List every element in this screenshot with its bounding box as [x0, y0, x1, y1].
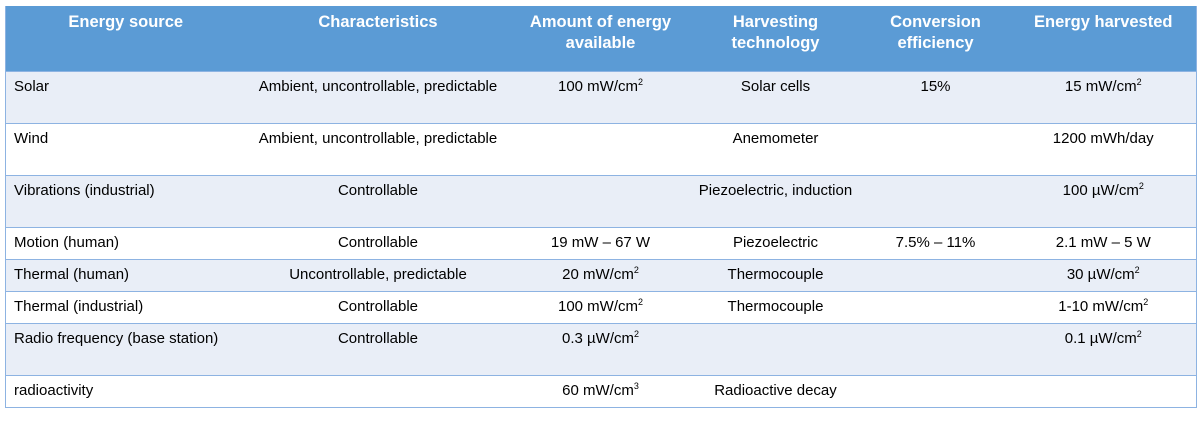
- cell-efficiency: [860, 259, 1011, 292]
- table-row: Thermal (industrial) Controllable 100 mW…: [5, 291, 1197, 324]
- cell-technology: Piezoelectric: [690, 227, 861, 260]
- cell-source: Solar: [5, 71, 246, 124]
- amount-exponent: 2: [638, 77, 644, 87]
- cell-characteristics: Ambient, uncontrollable, predictable: [245, 123, 511, 176]
- harvested-exponent: 2: [1143, 297, 1149, 307]
- table-row: Wind Ambient, uncontrollable, predictabl…: [5, 123, 1197, 176]
- header-energy-source: Energy source: [5, 6, 246, 72]
- harvested-value: 2.1 mW – 5 W: [1055, 234, 1151, 251]
- cell-harvested: [1010, 375, 1197, 408]
- table-row: Radio frequency (base station) Controlla…: [5, 323, 1197, 376]
- cell-efficiency: [860, 291, 1011, 324]
- cell-characteristics: Controllable: [245, 323, 511, 376]
- cell-technology: [690, 323, 861, 376]
- energy-harvesting-table: Energy source Characteristics Amount of …: [5, 6, 1197, 408]
- header-conversion-efficiency: Conversion efficiency: [860, 6, 1011, 72]
- harvested-value: 15 mW/cm: [1064, 78, 1137, 95]
- harvested-exponent: 2: [1136, 77, 1142, 87]
- amount-exponent: 2: [638, 297, 644, 307]
- cell-technology: Piezoelectric, induction: [690, 175, 861, 228]
- table-row: Solar Ambient, uncontrollable, predictab…: [5, 71, 1197, 124]
- amount-value: 60 mW/cm: [562, 382, 634, 399]
- cell-source: Thermal (human): [5, 259, 246, 292]
- cell-source: Radio frequency (base station): [5, 323, 246, 376]
- table-row: Motion (human) Controllable 19 mW – 67 W…: [5, 227, 1197, 260]
- table-row: Thermal (human) Uncontrollable, predicta…: [5, 259, 1197, 292]
- cell-source: Motion (human): [5, 227, 246, 260]
- amount-value: 20 mW/cm: [562, 266, 634, 283]
- cell-technology: Thermocouple: [690, 291, 861, 324]
- harvested-value: 1200 mWh/day: [1052, 130, 1154, 147]
- amount-value: 19 mW – 67 W: [550, 234, 651, 251]
- cell-efficiency: 15%: [860, 71, 1011, 124]
- cell-technology: Thermocouple: [690, 259, 861, 292]
- cell-harvested: 0.1 µW/cm2: [1010, 323, 1197, 376]
- cell-amount: 60 mW/cm3: [510, 375, 691, 408]
- cell-characteristics: Ambient, uncontrollable, predictable: [245, 71, 511, 124]
- table-row: radioactivity 60 mW/cm3 Radioactive deca…: [5, 375, 1197, 408]
- harvested-value: 1-10 mW/cm: [1058, 298, 1144, 315]
- cell-technology: Radioactive decay: [690, 375, 861, 408]
- cell-source: Vibrations (industrial): [5, 175, 246, 228]
- harvested-exponent: 2: [1138, 181, 1144, 191]
- cell-technology: Anemometer: [690, 123, 861, 176]
- cell-harvested: 30 µW/cm2: [1010, 259, 1197, 292]
- cell-characteristics: Controllable: [245, 291, 511, 324]
- cell-efficiency: 7.5% – 11%: [860, 227, 1011, 260]
- cell-harvested: 2.1 mW – 5 W: [1010, 227, 1197, 260]
- harvested-value: 0.1 µW/cm: [1064, 330, 1137, 347]
- harvested-exponent: 2: [1136, 329, 1142, 339]
- amount-exponent: 3: [633, 381, 639, 391]
- cell-amount: 20 mW/cm2: [510, 259, 691, 292]
- cell-amount: 19 mW – 67 W: [510, 227, 691, 260]
- cell-efficiency: [860, 375, 1011, 408]
- cell-efficiency: [860, 123, 1011, 176]
- cell-harvested: 100 µW/cm2: [1010, 175, 1197, 228]
- cell-efficiency: [860, 323, 1011, 376]
- cell-harvested: 1-10 mW/cm2: [1010, 291, 1197, 324]
- cell-amount: 0.3 µW/cm2: [510, 323, 691, 376]
- cell-technology: Solar cells: [690, 71, 861, 124]
- cell-harvested: 15 mW/cm2: [1010, 71, 1197, 124]
- cell-amount: [510, 123, 691, 176]
- amount-value: 0.3 µW/cm: [562, 330, 634, 347]
- table-row: Vibrations (industrial) Controllable Pie…: [5, 175, 1197, 228]
- cell-source: Thermal (industrial): [5, 291, 246, 324]
- cell-amount: 100 mW/cm2: [510, 71, 691, 124]
- cell-characteristics: [245, 375, 511, 408]
- cell-characteristics: Controllable: [245, 227, 511, 260]
- cell-source: Wind: [5, 123, 246, 176]
- header-amount-available: Amount of energy available: [510, 6, 691, 72]
- header-harvesting-technology: Harvesting technology: [690, 6, 861, 72]
- cell-amount: 100 mW/cm2: [510, 291, 691, 324]
- amount-exponent: 2: [633, 265, 639, 275]
- harvested-exponent: 2: [1134, 265, 1140, 275]
- harvested-value: 30 µW/cm: [1066, 266, 1135, 283]
- amount-value: 100 mW/cm: [557, 298, 638, 315]
- harvested-value: 100 µW/cm: [1062, 182, 1139, 199]
- cell-amount: [510, 175, 691, 228]
- amount-exponent: 2: [633, 329, 639, 339]
- cell-characteristics: Uncontrollable, predictable: [245, 259, 511, 292]
- header-characteristics: Characteristics: [245, 6, 511, 72]
- table-header-row: Energy source Characteristics Amount of …: [5, 6, 1197, 72]
- cell-efficiency: [860, 175, 1011, 228]
- header-energy-harvested: Energy harvested: [1010, 6, 1197, 72]
- cell-harvested: 1200 mWh/day: [1010, 123, 1197, 176]
- amount-value: 100 mW/cm: [557, 78, 638, 95]
- cell-characteristics: Controllable: [245, 175, 511, 228]
- energy-harvesting-table-container: Energy source Characteristics Amount of …: [5, 6, 1197, 408]
- cell-source: radioactivity: [5, 375, 246, 408]
